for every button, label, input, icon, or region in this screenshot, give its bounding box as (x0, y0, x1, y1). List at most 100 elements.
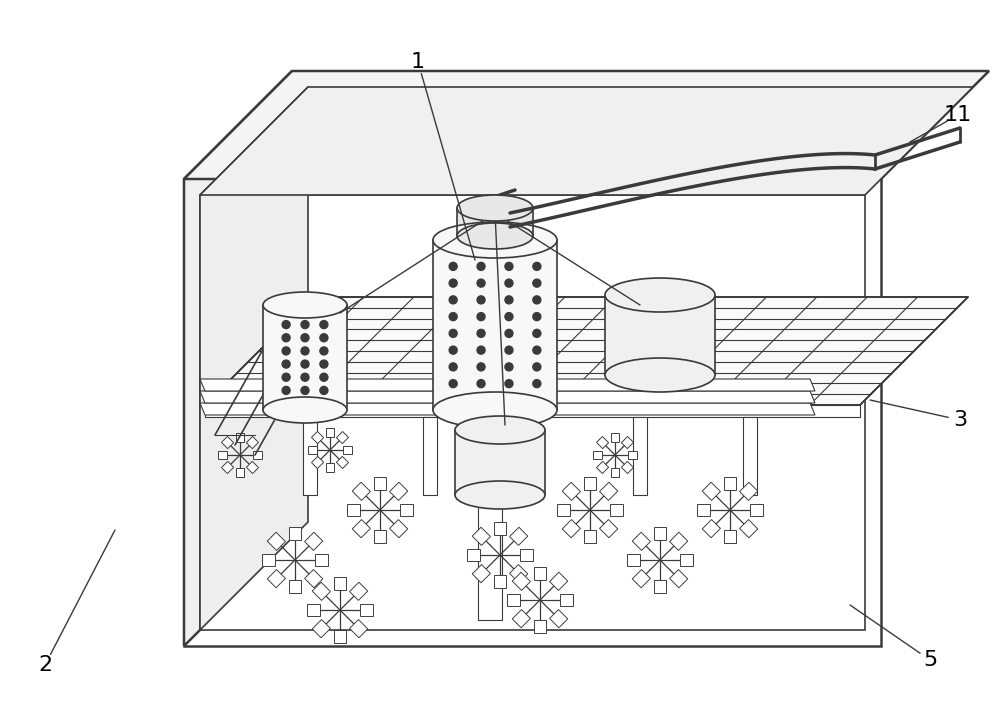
Circle shape (320, 387, 328, 395)
Circle shape (533, 363, 541, 371)
Polygon shape (457, 208, 533, 236)
Polygon shape (610, 504, 623, 516)
Polygon shape (680, 554, 693, 566)
Polygon shape (221, 462, 234, 473)
Circle shape (533, 313, 541, 321)
Polygon shape (507, 594, 520, 606)
Polygon shape (724, 477, 736, 490)
Ellipse shape (457, 195, 533, 221)
Circle shape (477, 313, 485, 321)
Circle shape (449, 262, 457, 270)
Polygon shape (184, 71, 292, 646)
Circle shape (301, 334, 309, 342)
Polygon shape (308, 446, 317, 454)
Polygon shape (360, 603, 373, 616)
Polygon shape (520, 549, 533, 561)
Circle shape (477, 379, 485, 387)
Polygon shape (246, 462, 259, 473)
Circle shape (505, 329, 513, 337)
Polygon shape (200, 87, 308, 630)
Polygon shape (374, 477, 386, 490)
Circle shape (282, 334, 290, 342)
Ellipse shape (455, 416, 545, 444)
Polygon shape (600, 520, 618, 538)
Text: 5: 5 (923, 650, 937, 670)
Circle shape (282, 321, 290, 329)
Circle shape (505, 296, 513, 304)
Polygon shape (336, 457, 349, 468)
Polygon shape (305, 532, 323, 550)
Polygon shape (491, 457, 504, 468)
Polygon shape (512, 609, 530, 628)
Circle shape (320, 347, 328, 355)
Polygon shape (670, 532, 688, 550)
Polygon shape (628, 451, 637, 459)
Polygon shape (557, 504, 570, 516)
Polygon shape (516, 432, 529, 443)
Polygon shape (336, 432, 349, 443)
Polygon shape (494, 575, 506, 588)
Circle shape (320, 360, 328, 368)
Polygon shape (654, 580, 666, 593)
Polygon shape (478, 417, 502, 620)
Polygon shape (350, 619, 368, 638)
Polygon shape (374, 530, 386, 543)
Polygon shape (236, 433, 244, 442)
Circle shape (533, 262, 541, 270)
Polygon shape (584, 477, 596, 490)
Polygon shape (326, 428, 334, 437)
Polygon shape (289, 527, 301, 540)
Polygon shape (262, 554, 275, 566)
Circle shape (533, 279, 541, 287)
Polygon shape (632, 569, 650, 587)
Polygon shape (472, 527, 490, 545)
Polygon shape (253, 451, 262, 459)
Polygon shape (267, 532, 285, 550)
Circle shape (477, 346, 485, 354)
Polygon shape (200, 403, 815, 415)
Polygon shape (200, 379, 815, 391)
Ellipse shape (263, 397, 347, 423)
Polygon shape (352, 520, 370, 538)
Circle shape (533, 346, 541, 354)
Circle shape (505, 363, 513, 371)
Polygon shape (347, 504, 360, 516)
Polygon shape (467, 549, 480, 561)
Polygon shape (593, 451, 602, 459)
Polygon shape (670, 569, 688, 587)
Circle shape (320, 373, 328, 381)
Polygon shape (200, 195, 865, 630)
Polygon shape (289, 580, 301, 593)
Ellipse shape (433, 222, 557, 258)
Polygon shape (506, 463, 514, 472)
Polygon shape (246, 436, 259, 449)
Circle shape (477, 279, 485, 287)
Circle shape (533, 296, 541, 304)
Text: 1: 1 (411, 52, 425, 72)
Text: 2: 2 (38, 655, 52, 675)
Polygon shape (550, 609, 568, 628)
Polygon shape (702, 520, 720, 538)
Polygon shape (596, 462, 609, 473)
Polygon shape (267, 569, 285, 587)
Polygon shape (334, 630, 346, 643)
Polygon shape (307, 603, 320, 616)
Polygon shape (312, 619, 330, 638)
Polygon shape (560, 594, 573, 606)
Polygon shape (433, 240, 557, 410)
Polygon shape (516, 457, 529, 468)
Circle shape (320, 321, 328, 329)
Polygon shape (200, 87, 973, 195)
Polygon shape (611, 468, 619, 477)
Circle shape (320, 334, 328, 342)
Circle shape (449, 329, 457, 337)
Polygon shape (562, 520, 580, 538)
Polygon shape (221, 436, 234, 449)
Circle shape (505, 346, 513, 354)
Circle shape (477, 262, 485, 270)
Polygon shape (315, 554, 328, 566)
Circle shape (449, 379, 457, 387)
Circle shape (282, 360, 290, 368)
Circle shape (282, 373, 290, 381)
Ellipse shape (455, 481, 545, 509)
